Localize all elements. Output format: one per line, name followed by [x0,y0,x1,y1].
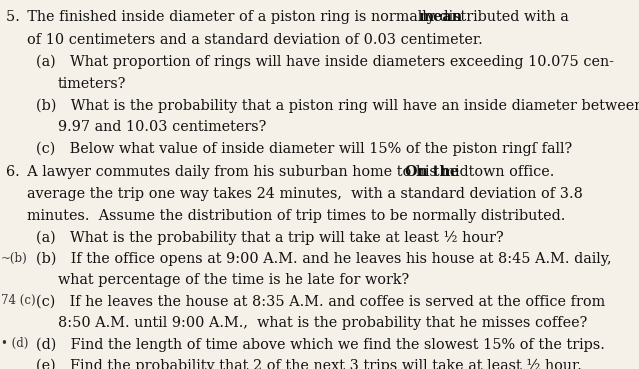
Text: 6.  A lawyer commutes daily from his suburban home to his midtown office.: 6. A lawyer commutes daily from his subu… [6,165,559,179]
Text: On the: On the [405,165,459,179]
Text: minutes.  Assume the distribution of trip times to be normally distributed.: minutes. Assume the distribution of trip… [27,209,566,223]
Text: (b) What is the probability that a piston ring will have an inside diameter betw: (b) What is the probability that a pisto… [36,99,639,113]
Text: 9.97 and 10.03 centimeters?: 9.97 and 10.03 centimeters? [58,120,266,134]
Text: (e) Find the probability that 2 of the next 3 trips will take at least ½ hour.: (e) Find the probability that 2 of the n… [36,359,581,369]
Text: mean: mean [419,10,463,24]
Text: • (d): • (d) [1,337,28,351]
Text: (d) Find the length of time above which we find the slowest 15% of the trips.: (d) Find the length of time above which … [36,337,604,352]
Text: timeters?: timeters? [58,77,127,91]
Text: 74 (c): 74 (c) [1,294,36,307]
Text: what percentage of the time is he late for work?: what percentage of the time is he late f… [58,273,409,287]
Text: (c) If he leaves the house at 8:35 A.M. and coffee is served at the office from: (c) If he leaves the house at 8:35 A.M. … [36,294,605,308]
Text: of 10 centimeters and a standard deviation of 0.03 centimeter.: of 10 centimeters and a standard deviati… [27,33,482,47]
Text: 8:50 A.M. until 9:00 A.M.,  what is the probability that he misses coffee?: 8:50 A.M. until 9:00 A.M., what is the p… [58,316,587,330]
Text: average the trip one⁠ way takes 24 minutes,  with a standard deviation of 3.8: average the trip one⁠ way takes 24 minut… [27,187,583,201]
Text: (a) What proportion of rings will have inside diameters exceeding 10.075 cen-: (a) What proportion of rings will have i… [36,55,614,69]
Text: 5.  The finished inside diameter of a piston ring is normally distributed with a: 5. The finished inside diameter of a pis… [6,10,574,24]
Text: ~(b): ~(b) [1,252,27,265]
Text: (c) Below what value of inside diameter will 15% of the piston ringſ fall?: (c) Below what value of inside diameter … [36,141,572,155]
Text: (b) If the office opens at 9:00 A.M. and he leaves his house at 8:45 A.M. daily,: (b) If the office opens at 9:00 A.M. and… [36,252,612,266]
Text: (a) What is the probability that a trip will take at least ½ hour?: (a) What is the probability that a trip … [36,231,504,245]
